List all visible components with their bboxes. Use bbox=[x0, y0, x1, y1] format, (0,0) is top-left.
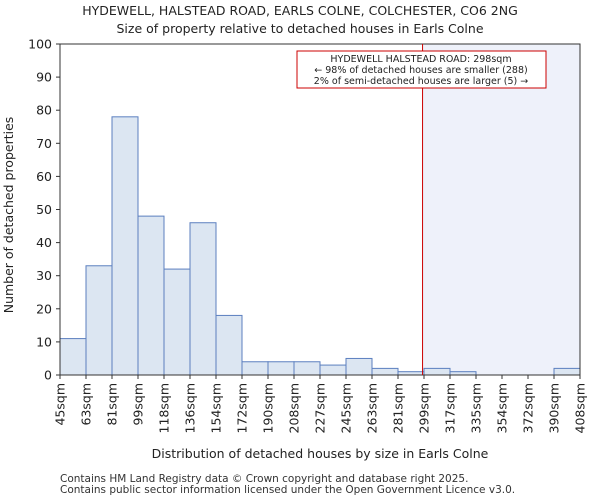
x-tick-label: 136sqm bbox=[183, 383, 198, 433]
bar-227sqm bbox=[319, 364, 347, 376]
x-tick-label: 63sqm bbox=[79, 383, 94, 426]
y-tick-label: 20 bbox=[36, 301, 52, 316]
y-tick-label: 90 bbox=[36, 70, 52, 85]
bar-99sqm bbox=[137, 215, 165, 376]
x-tick-label: 172sqm bbox=[235, 383, 250, 433]
annotation-line-3: 2% of semi-detached houses are larger (5… bbox=[314, 76, 528, 87]
highlight-region bbox=[422, 44, 580, 375]
highlight-region-layer bbox=[422, 44, 580, 375]
x-axis-label: Distribution of detached houses by size … bbox=[152, 446, 489, 461]
bar-390sqm bbox=[553, 367, 581, 376]
bar-154sqm bbox=[215, 314, 243, 376]
chart-subtitle: Size of property relative to detached ho… bbox=[116, 21, 484, 36]
y-tick-label: 0 bbox=[44, 368, 52, 383]
y-axis-label: Number of detached properties bbox=[1, 117, 16, 314]
y-tick-label: 10 bbox=[36, 334, 52, 349]
x-tick-label: 408sqm bbox=[573, 383, 588, 433]
y-tick-label: 80 bbox=[36, 103, 52, 118]
footer-line-1: Contains HM Land Registry data © Crown c… bbox=[60, 473, 469, 485]
x-ticks-layer: 45sqm 63sqm 81sqm 99sqm 118sqm 136sqm 154sqm 17… bbox=[53, 375, 588, 433]
x-tick-label: 118sqm bbox=[157, 383, 172, 433]
chart-title: HYDEWELL, HALSTEAD ROAD, EARLS COLNE, CO… bbox=[82, 3, 518, 18]
footer-line-2: Contains public sector information licen… bbox=[60, 484, 516, 496]
bar-63sqm bbox=[85, 265, 113, 376]
y-tick-label: 50 bbox=[36, 202, 52, 217]
annotation-box: HYDEWELL HALSTEAD ROAD: 298sqm ← 98% of … bbox=[296, 50, 547, 89]
x-tick-label: 45sqm bbox=[53, 383, 68, 426]
bar-263sqm bbox=[371, 367, 399, 376]
bar-208sqm bbox=[293, 361, 321, 376]
bar-81sqm bbox=[111, 116, 139, 376]
bar-299sqm bbox=[423, 367, 451, 376]
annotation-line-1: HYDEWELL HALSTEAD ROAD: 298sqm bbox=[330, 54, 511, 65]
x-tick-label: 154sqm bbox=[209, 383, 224, 433]
bar-45sqm bbox=[59, 338, 87, 376]
y-tick-label: 70 bbox=[36, 136, 52, 151]
x-tick-label: 208sqm bbox=[287, 383, 302, 433]
x-tick-label: 99sqm bbox=[131, 383, 146, 426]
bar-118sqm bbox=[163, 268, 191, 376]
x-tick-label: 190sqm bbox=[261, 383, 276, 433]
bar-190sqm bbox=[267, 361, 295, 376]
x-tick-label: 299sqm bbox=[417, 383, 432, 433]
y-tick-label: 30 bbox=[36, 268, 52, 283]
x-tick-label: 354sqm bbox=[495, 383, 510, 433]
annotation-border bbox=[296, 50, 547, 89]
x-tick-label: 281sqm bbox=[391, 383, 406, 433]
x-tick-label: 245sqm bbox=[339, 383, 354, 433]
x-tick-label: 227sqm bbox=[313, 383, 328, 433]
annotation-line-2: ← 98% of detached houses are smaller (28… bbox=[314, 65, 527, 76]
y-tick-label: 100 bbox=[28, 37, 52, 52]
x-tick-label: 263sqm bbox=[365, 383, 380, 433]
x-tick-label: 335sqm bbox=[469, 383, 484, 433]
x-tick-label: 317sqm bbox=[443, 383, 458, 433]
y-ticks-layer: 0 10 20 30 40 50 60 70 80 90 100 bbox=[28, 37, 60, 383]
y-tick-label: 60 bbox=[36, 169, 52, 184]
bar-245sqm bbox=[345, 357, 373, 376]
bar-136sqm bbox=[189, 222, 217, 376]
x-tick-label: 372sqm bbox=[521, 383, 536, 433]
bar-172sqm bbox=[241, 361, 269, 376]
x-tick-label: 81sqm bbox=[105, 383, 120, 426]
bars-layer bbox=[59, 116, 581, 376]
x-tick-label: 390sqm bbox=[547, 383, 562, 433]
y-tick-label: 40 bbox=[36, 235, 52, 250]
